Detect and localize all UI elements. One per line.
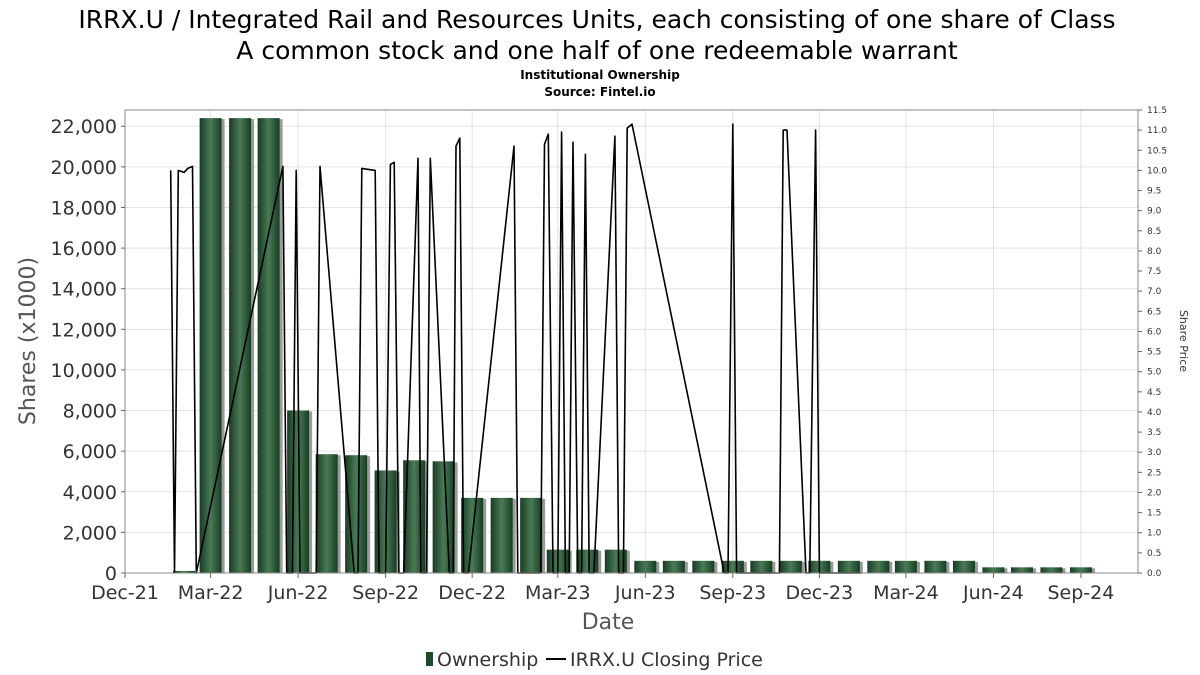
y-tick-label: 16,000: [51, 238, 117, 260]
y2-tick-label: 1.5: [1147, 509, 1161, 519]
y-tick-label: 20,000: [51, 157, 117, 179]
y2-tick-label: 5.5: [1147, 348, 1161, 358]
y2-tick-label: 0.5: [1147, 549, 1161, 559]
y2-tick-label: 7.0: [1147, 287, 1162, 297]
ownership-bar: [604, 549, 627, 573]
chart-title-line-2: A common stock and one half of one redee…: [236, 36, 958, 65]
y-tick-label: 8,000: [63, 401, 117, 423]
y-tick-label: 14,000: [51, 279, 117, 301]
x-tick-label: Dec-21: [91, 582, 159, 604]
y-tick-label: 2,000: [63, 522, 117, 544]
legend-ownership-swatch: [426, 652, 433, 666]
ownership-bar: [692, 560, 715, 573]
ownership-bar: [952, 560, 975, 573]
x-tick-label: Dec-22: [438, 582, 506, 604]
y2-tick-label: 4.5: [1147, 388, 1161, 398]
ownership-bar: [1010, 567, 1033, 573]
y2-tick-label: 9.5: [1147, 187, 1161, 197]
ownership-bar: [345, 455, 368, 573]
plot-area-frame: [124, 109, 1139, 574]
chart-title-line-1: IRRX.U / Integrated Rail and Resources U…: [78, 5, 1115, 34]
y2-tick-label: 3.0: [1147, 448, 1162, 458]
y-tick-label: 12,000: [51, 319, 117, 341]
legend-price-label: IRRX.U Closing Price: [570, 649, 763, 671]
left-axis-ticks: 0 2,000 4,000 6,000 8,000 10,000 12,000 14,000 1…: [51, 116, 125, 585]
ownership-bar: [229, 118, 252, 574]
x-axis-title: Date: [582, 610, 635, 635]
x-tick-label: Dec-23: [785, 582, 853, 604]
y2-tick-label: 9.0: [1147, 207, 1162, 217]
ownership-bar: [1069, 567, 1092, 573]
x-tick-label: Jun-22: [267, 582, 329, 604]
ownership-bar: [779, 560, 802, 573]
y2-tick-label: 8.5: [1147, 227, 1161, 237]
x-tick-label: Jun-24: [962, 582, 1024, 604]
x-tick-label: Sep-23: [699, 582, 766, 604]
x-axis-ticks: Dec-21 Mar-22 Jun-22 Sep-22 Dec-22 Mar-23 Jun-…: [91, 573, 1114, 604]
ownership-bar: [257, 118, 280, 574]
y2-tick-label: 5.0: [1147, 368, 1162, 378]
y-tick-label: 0: [105, 563, 117, 585]
ownership-bar: [837, 560, 860, 573]
ownership-bar: [924, 560, 947, 573]
x-tick-label: Mar-24: [873, 582, 939, 604]
y-tick-label: 6,000: [63, 441, 117, 463]
x-tick-label: Mar-22: [178, 582, 244, 604]
y2-tick-label: 3.5: [1147, 428, 1161, 438]
ownership-bar: [721, 560, 744, 573]
x-tick-label: Mar-23: [525, 582, 591, 604]
y2-tick-label: 0.0: [1147, 569, 1162, 579]
ownership-bar: [199, 118, 222, 574]
ownership-bar: [894, 560, 917, 573]
ownership-bar: [867, 560, 890, 573]
ownership-bar: [1040, 567, 1063, 573]
y-tick-label: 10,000: [51, 360, 117, 382]
y2-tick-label: 11.5: [1147, 106, 1167, 116]
ownership-bar: [750, 560, 773, 573]
ownership-bar: [172, 570, 195, 573]
y-axis-title: Shares (x1000): [16, 257, 41, 425]
legend: Ownership IRRX.U Closing Price: [426, 649, 763, 671]
ownership-bar: [982, 567, 1005, 573]
y2-tick-label: 6.0: [1147, 327, 1162, 337]
y2-axis-title: Share Price: [1177, 310, 1190, 372]
y-tick-label: 22,000: [51, 116, 117, 138]
x-tick-label: Sep-22: [352, 582, 419, 604]
y2-tick-label: 11.0: [1147, 126, 1167, 136]
y-tick-label: 18,000: [51, 197, 117, 219]
y2-tick-label: 4.0: [1147, 408, 1162, 418]
y2-tick-label: 2.0: [1147, 488, 1162, 498]
ownership-bar: [490, 497, 513, 573]
ownership-bar: [634, 560, 657, 573]
ownership-bar: [432, 461, 455, 573]
chart-subtitle: Institutional Ownership: [520, 68, 680, 82]
ownership-bar: [315, 454, 338, 573]
y2-tick-label: 6.5: [1147, 307, 1161, 317]
y2-tick-label: 10.5: [1147, 146, 1167, 156]
ownership-bar: [662, 560, 685, 573]
chart-source: Source: Fintel.io: [544, 85, 655, 99]
x-tick-label: Sep-24: [1048, 582, 1115, 604]
legend-ownership-label: Ownership: [437, 649, 538, 671]
y2-tick-label: 8.0: [1147, 247, 1162, 257]
right-axis-ticks: 0.0 0.5 1.0 1.5 2.0 2.5 3.0 3.5 4.0 4.5 5.0 5.5 6.0 6…: [1138, 106, 1167, 579]
y2-tick-label: 10.0: [1147, 166, 1167, 176]
y-tick-label: 4,000: [63, 482, 117, 504]
x-tick-label: Jun-23: [614, 582, 676, 604]
ownership-bar: [520, 497, 543, 573]
y2-tick-label: 2.5: [1147, 468, 1161, 478]
ownership-bars: [172, 118, 1095, 574]
y2-tick-label: 1.0: [1147, 529, 1162, 539]
y2-tick-label: 7.5: [1147, 267, 1161, 277]
